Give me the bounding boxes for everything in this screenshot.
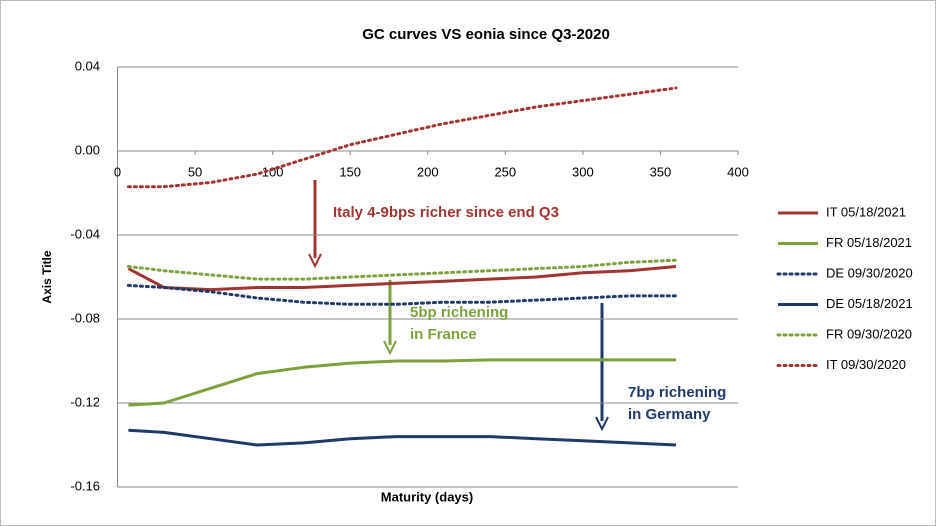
legend-label: FR 09/30/2020 <box>826 326 912 341</box>
x-tick-label: 250 <box>494 164 516 179</box>
annotation: in France <box>410 326 477 343</box>
legend-label: FR 05/18/2021 <box>826 235 912 250</box>
x-tick-label: 350 <box>650 164 672 179</box>
legend-label: DE 09/30/2020 <box>826 265 913 280</box>
legend-label: DE 05/18/2021 <box>826 296 913 311</box>
series-line <box>126 283 678 306</box>
x-tick-label: 200 <box>417 164 439 179</box>
x-tick-label: 150 <box>339 164 361 179</box>
x-axis-label: Maturity (days) <box>381 489 473 504</box>
legend-label: IT 05/18/2021 <box>826 204 906 219</box>
series-line <box>128 428 677 447</box>
chart-title: GC curves VS eonia since Q3-2020 <box>362 26 610 43</box>
series-line <box>127 265 677 292</box>
annotation: Italy 4-9bps richer since end Q3 <box>333 204 559 221</box>
annotation: in Germany <box>628 406 711 423</box>
annotation: 7bp richening <box>628 384 726 401</box>
arrow-head <box>383 340 397 356</box>
y-tick-label: -0.08 <box>70 310 100 325</box>
legend-label: IT 09/30/2020 <box>826 357 906 372</box>
x-tick-label: 400 <box>727 164 749 179</box>
y-tick-label: -0.16 <box>70 478 100 493</box>
series-line <box>126 258 678 281</box>
y-tick-label: 0.04 <box>75 58 100 73</box>
arrow-head <box>308 253 322 269</box>
series-line <box>126 86 678 189</box>
y-tick-label: -0.12 <box>70 394 100 409</box>
x-tick-label: 0 <box>114 164 121 179</box>
y-tick-label: -0.04 <box>70 226 100 241</box>
annotation: 5bp richening <box>410 304 508 321</box>
y-tick-label: 0.00 <box>75 142 100 157</box>
series-line <box>128 358 676 407</box>
y-axis-label: Axis Title <box>40 250 54 303</box>
x-tick-label: 300 <box>572 164 594 179</box>
arrow-head <box>595 416 609 432</box>
x-tick-label: 50 <box>188 164 202 179</box>
